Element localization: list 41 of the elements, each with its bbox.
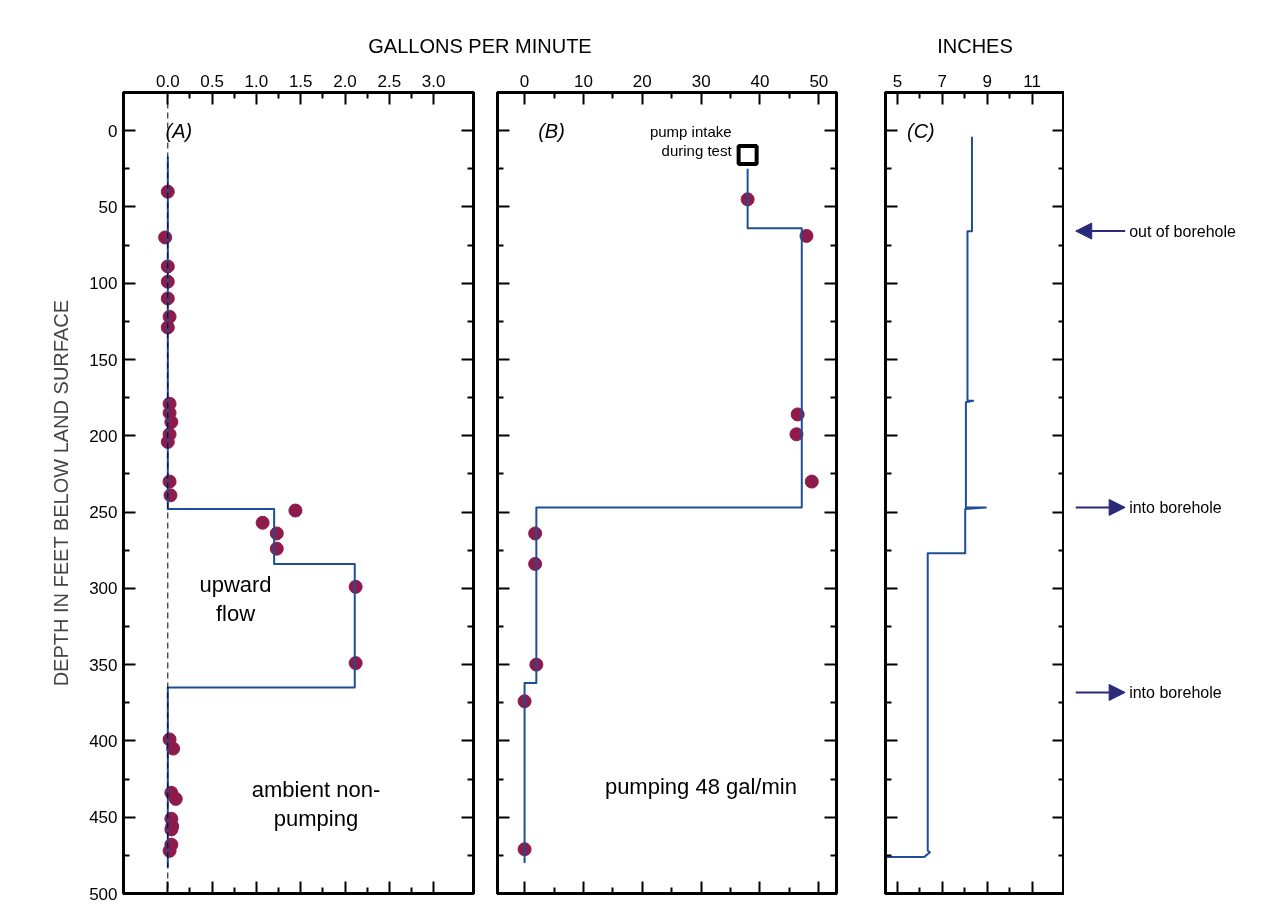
x-tick-label: 20 [632,71,652,91]
y-tick-label: 150 [89,350,118,370]
x-tick-label: 2.0 [333,71,357,91]
x-tick-label: 7 [937,71,948,91]
y-tick-label: 250 [89,503,118,523]
x-axis-title: INCHES [937,34,1013,57]
x-tick-label: 50 [809,71,829,91]
text: into borehole [1129,498,1222,516]
annotation: ambient non- pumping [251,776,381,831]
x-tick-label: 1.0 [244,71,269,91]
y-tick-label: 350 [89,655,118,675]
x-tick-label: 30 [691,71,711,91]
y-tick-label: 100 [89,274,118,294]
text: (B) [538,119,565,142]
x-tick-label: 0 [519,71,530,91]
x-tick-label: 0.5 [200,71,224,91]
annotation: upward flow [199,571,272,626]
x-tick-label: 40 [750,71,770,91]
y-tick-label: 0 [108,121,118,141]
series-label: pump intake during test [649,123,733,160]
text: (A) [165,119,193,142]
x-tick-label: 9 [982,71,992,91]
text: out of borehole [1129,222,1236,240]
y-tick-label: 50 [98,197,118,217]
x-axis-title: GALLONS PER MINUTE [368,34,592,57]
x-tick-label: 10 [573,71,593,91]
y-tick-label: 450 [89,808,118,828]
x-tick-label: 0.0 [155,71,180,91]
text: (C) [906,119,935,142]
x-tick-label: 3.0 [421,71,446,91]
x-tick-label: 1.5 [288,71,313,91]
x-tick-label: 11 [1023,71,1041,91]
x-tick-label: 2.5 [377,71,402,91]
x-tick-label: 5 [892,71,903,91]
text: into borehole [1129,683,1222,701]
y-tick-label: 300 [89,579,118,599]
y-axis-title: DEPTH IN FEET BELOW LAND SURFACE [50,299,73,687]
annotation: pumping 48 gal/min [604,774,797,800]
y-tick-label: 200 [89,426,118,446]
y-tick-label: 400 [89,731,118,751]
y-tick-label: 500 [89,884,118,904]
